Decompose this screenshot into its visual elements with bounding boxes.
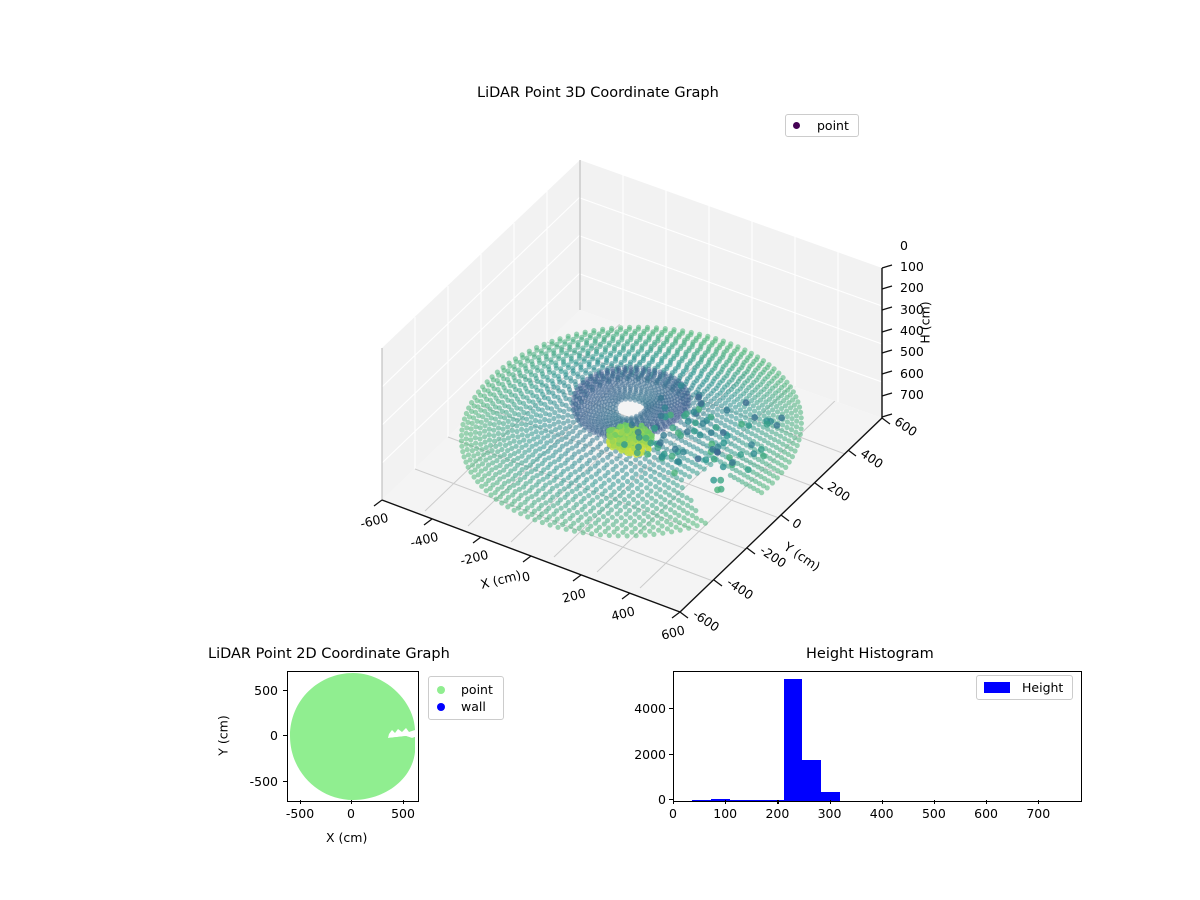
chart-hist-xtickmark-400 (882, 800, 883, 804)
chart-3d-legend: point (785, 114, 859, 137)
chart-hist-xtick-100: 100 (700, 806, 750, 821)
chart-2d-xtick-500: 500 (383, 806, 423, 821)
chart-3d-axes[interactable]: -600 -400 -200 0 200 400 600 X (cm) -600… (330, 140, 930, 640)
chart-3d-canvas (330, 140, 930, 640)
chart-hist-ytickmark-2000 (669, 754, 673, 755)
chart-3d-ztick-100: 100 (900, 259, 924, 274)
chart-3d-title: LiDAR Point 3D Coordinate Graph (477, 85, 719, 101)
legend-marker-point-icon (793, 122, 800, 129)
chart-2d-legend: point wall (428, 676, 504, 720)
chart-2d-ytick-0: 0 (246, 728, 278, 743)
chart-2d-xtickmark-500 (403, 800, 404, 804)
chart-hist-ytickmark-4000 (669, 708, 673, 709)
chart-2d-xtickmark--500 (300, 800, 301, 804)
legend-label-point: point (817, 118, 849, 133)
legend-entry-point: point (437, 681, 493, 698)
chart-2d-ytickmark-500 (283, 690, 287, 691)
chart-hist-xtick-700: 700 (1013, 806, 1063, 821)
chart-hist-xtickmark-200 (777, 800, 778, 804)
chart-2d-ytickmark--500 (283, 781, 287, 782)
histogram-bar (802, 760, 821, 801)
chart-2d-xlabel: X (cm) (326, 830, 367, 845)
chart-2d-ytick-500: 500 (246, 683, 278, 698)
chart-2d-ytick--500: -500 (240, 774, 278, 789)
legend-entry-wall: wall (437, 698, 493, 715)
chart-2d-ytickmark-0 (283, 735, 287, 736)
chart-hist-legend: Height (976, 675, 1073, 700)
chart-hist-xtick-500: 500 (909, 806, 959, 821)
chart-hist-xtickmark-100 (725, 800, 726, 804)
legend-marker-point-icon (437, 686, 445, 694)
chart-3d-zlabel: H (cm) (918, 293, 933, 353)
legend-label-wall: wall (461, 699, 486, 714)
chart-hist-xtick-0: 0 (648, 806, 698, 821)
chart-3d-ztick-0: 0 (900, 238, 908, 253)
chart-hist-xtickmark-600 (986, 800, 987, 804)
legend-label-height: Height (1022, 680, 1063, 695)
histogram-bar (767, 800, 783, 801)
chart-2d-xtick--500: -500 (278, 806, 322, 821)
chart-hist-ytick-2000: 2000 (620, 747, 666, 762)
chart-2d-ylabel: Y (cm) (216, 706, 231, 766)
chart-2d-pointcloud (288, 672, 418, 801)
chart-hist-xtick-300: 300 (805, 806, 855, 821)
histogram-bar (730, 800, 749, 801)
chart-hist-ytick-0: 0 (632, 792, 666, 807)
legend-swatch-height-icon (984, 682, 1010, 693)
chart-hist-xtickmark-500 (934, 800, 935, 804)
histogram-bar (749, 800, 768, 801)
chart-hist-xtickmark-700 (1038, 800, 1039, 804)
legend-label-point: point (461, 682, 493, 697)
chart-hist-xtick-400: 400 (857, 806, 907, 821)
chart-hist-xtickmark-0 (673, 800, 674, 804)
chart-2d-title: LiDAR Point 2D Coordinate Graph (208, 646, 450, 662)
chart-2d-xtick-0: 0 (334, 806, 368, 821)
chart-3d-ztick-600: 600 (900, 366, 924, 381)
chart-3d-ztick-700: 700 (900, 387, 924, 402)
histogram-bar (784, 679, 803, 801)
matplotlib-figure: LiDAR Point 3D Coordinate Graph point (0, 0, 1200, 900)
chart-hist-title: Height Histogram (806, 646, 934, 662)
histogram-bar (692, 800, 711, 801)
chart-2d-xtickmark-0 (351, 800, 352, 804)
chart-hist-ytick-4000: 4000 (620, 701, 666, 716)
chart-hist-xtickmark-300 (830, 800, 831, 804)
legend-marker-wall-icon (437, 703, 445, 711)
histogram-bar (711, 799, 730, 801)
chart-hist-xtick-600: 600 (961, 806, 1011, 821)
chart-2d-axes[interactable] (287, 671, 419, 802)
chart-hist-xtick-200: 200 (752, 806, 802, 821)
